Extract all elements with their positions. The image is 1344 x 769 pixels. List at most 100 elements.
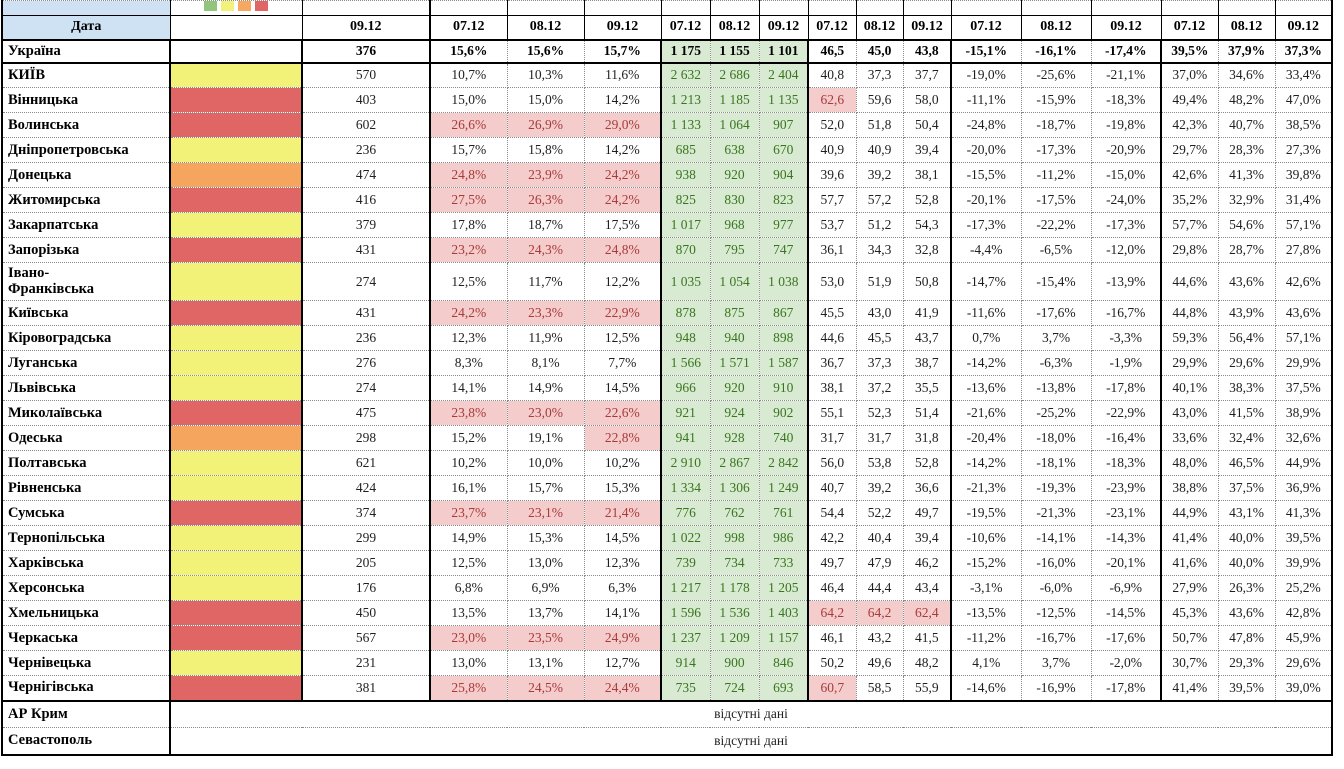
- share-pct-cell: 13,0%: [429, 650, 508, 677]
- avg-cell: 31,8: [902, 425, 952, 452]
- count-cell: 1 157: [758, 625, 809, 652]
- region-row: Полтавська 621 10,2% 10,0% 10,2% 2 910 2 867 2 …: [1, 450, 1333, 477]
- final-pct-cell: 56,4%: [1217, 325, 1276, 352]
- count-cell-date-header: 08.12: [709, 15, 760, 41]
- share-pct-cell: 13,0%: [506, 550, 585, 577]
- final-pct-cell: 45,3%: [1160, 600, 1219, 627]
- change-pct-cell: -16,7%: [1090, 300, 1162, 327]
- share-pct-cell: 24,2%: [429, 300, 508, 327]
- legend-cell: [169, 0, 303, 17]
- share-pct-cell: 15,3%: [583, 475, 662, 502]
- final-pct-cell: 45,9%: [1274, 625, 1333, 652]
- value-09-12-cell: 236: [301, 325, 431, 352]
- column-header-row: Дата 09.12 07.12 08.12 09.12 07.12 08.12 09.12 0…: [1, 15, 1333, 41]
- no-data-cell: відсутні дані: [170, 700, 1333, 729]
- change-pct-cell: -18,3%: [1090, 87, 1162, 114]
- final-pct-cell: 44,6%: [1160, 262, 1219, 302]
- change-pct-cell: -14,5%: [1090, 600, 1162, 627]
- legend-swatch-icon: [204, 1, 217, 11]
- region-row: Харківська 205 12,5% 13,0% 12,3% 739 734 733 49,…: [1, 550, 1333, 577]
- cut-share-pct-cell: [506, 0, 585, 17]
- share-pct-cell: 10,2%: [583, 450, 662, 477]
- no-data-row: АР Крим відсутні дані: [1, 700, 1333, 729]
- final-pct-cell: 29,6%: [1217, 350, 1276, 377]
- share-pct-cell: 15,6%: [506, 39, 585, 64]
- avg-cell: 47,9: [855, 550, 904, 577]
- avg-cell: 51,9: [855, 262, 904, 302]
- count-cell: 998: [709, 525, 760, 552]
- avg-cell: 46,2: [902, 550, 952, 577]
- value-09-12-cell: 381: [301, 675, 431, 702]
- count-cell: 1 571: [709, 350, 760, 377]
- final-pct-cell: 27,3%: [1274, 137, 1333, 164]
- share-pct-cell: 12,5%: [429, 550, 508, 577]
- change-pct-cell: -14,2%: [950, 350, 1022, 377]
- final-pct-cell: 40,0%: [1217, 525, 1276, 552]
- region-name-cell: Черкаська: [1, 625, 171, 652]
- share-pct-cell: 26,3%: [506, 187, 585, 214]
- final-pct-cell: 25,2%: [1274, 575, 1333, 602]
- count-cell: 1 334: [660, 475, 711, 502]
- risk-color-cell: [169, 162, 303, 189]
- change-pct-cell: -17,6%: [1020, 300, 1092, 327]
- risk-color-cell: [169, 62, 303, 89]
- change-pct-cell: -17,8%: [1090, 675, 1162, 702]
- avg-cell: 31,7: [855, 425, 904, 452]
- change-pct-cell: -13,5%: [950, 600, 1022, 627]
- region-name-cell: Кіровоградська: [1, 325, 171, 352]
- cut-change-pct-cell: [1020, 0, 1092, 17]
- region-name-cell: Запорізька: [1, 237, 171, 264]
- count-cell: 1 035: [660, 262, 711, 302]
- avg-cell: 39,6: [807, 162, 857, 189]
- legend-swatch-icon: [238, 1, 251, 11]
- final-pct-cell: 37,5%: [1274, 375, 1333, 402]
- avg-cell: 50,2: [807, 650, 857, 677]
- change-pct-cell: -18,7%: [1020, 112, 1092, 139]
- final-pct-cell: 37,9%: [1217, 39, 1276, 64]
- final-pct-cell: 42,3%: [1160, 112, 1219, 139]
- count-cell: 870: [660, 237, 711, 264]
- change-pct-cell: -19,5%: [950, 500, 1022, 527]
- region-row: Волинська 602 26,6% 26,9% 29,0% 1 133 1 064 907…: [1, 112, 1333, 139]
- avg-cell: 40,8: [807, 62, 857, 89]
- count-cell: 693: [758, 675, 809, 702]
- final-pct-cell: 26,3%: [1217, 575, 1276, 602]
- risk-color-cell: [169, 675, 303, 702]
- final-pct-cell: 31,4%: [1274, 187, 1333, 214]
- change-pct-cell: -6,3%: [1020, 350, 1092, 377]
- share-pct-cell: 14,9%: [506, 375, 585, 402]
- risk-color-cell: [169, 475, 303, 502]
- share-pct-cell: 23,0%: [429, 625, 508, 652]
- share-pct-cell: 11,7%: [506, 262, 585, 302]
- region-name-cell: Житомирська: [1, 187, 171, 214]
- final-pct-cell: 39,8%: [1274, 162, 1333, 189]
- region-name-cell: Дніпропетровська: [1, 137, 171, 164]
- final-pct-cell: 44,9%: [1274, 450, 1333, 477]
- share-pct-cell: 12,5%: [583, 325, 662, 352]
- region-row: Кіровоградська 236 12,3% 11,9% 12,5% 948 940 89…: [1, 325, 1333, 352]
- share-pct-cell: 23,0%: [506, 400, 585, 427]
- share-pct-cell: 15,0%: [506, 87, 585, 114]
- value-09-12-cell: 274: [301, 262, 431, 302]
- final-pct-cell: 38,5%: [1274, 112, 1333, 139]
- avg-cell: 43,4: [902, 575, 952, 602]
- region-row: Закарпатська 379 17,8% 18,7% 17,5% 1 017 968 97…: [1, 212, 1333, 239]
- region-row: Київська 431 24,2% 23,3% 22,9% 878 875 867 45,5 4…: [1, 300, 1333, 327]
- share-pct-cell: 22,6%: [583, 400, 662, 427]
- change-pct-cell: -21,1%: [1090, 62, 1162, 89]
- share-pct-cell: 24,5%: [506, 675, 585, 702]
- risk-color-cell: [169, 39, 303, 64]
- share-pct-cell: 15,7%: [506, 475, 585, 502]
- value-09-12-cell: 403: [301, 87, 431, 114]
- count-cell: 1 155: [709, 39, 760, 64]
- final-pct-cell: 40,1%: [1160, 375, 1219, 402]
- count-cell-date-header: 07.12: [660, 15, 711, 41]
- avg-cell: 38,1: [902, 162, 952, 189]
- region-row: Тернопільська 299 14,9% 15,3% 14,5% 1 022 998 9…: [1, 525, 1333, 552]
- cut-single-col-cell: [301, 0, 431, 17]
- legend-swatch-icon: [255, 1, 268, 11]
- change-pct-cell: -23,1%: [1090, 500, 1162, 527]
- risk-color-cell: [169, 400, 303, 427]
- count-cell: 968: [709, 212, 760, 239]
- share-pct-cell: 6,8%: [429, 575, 508, 602]
